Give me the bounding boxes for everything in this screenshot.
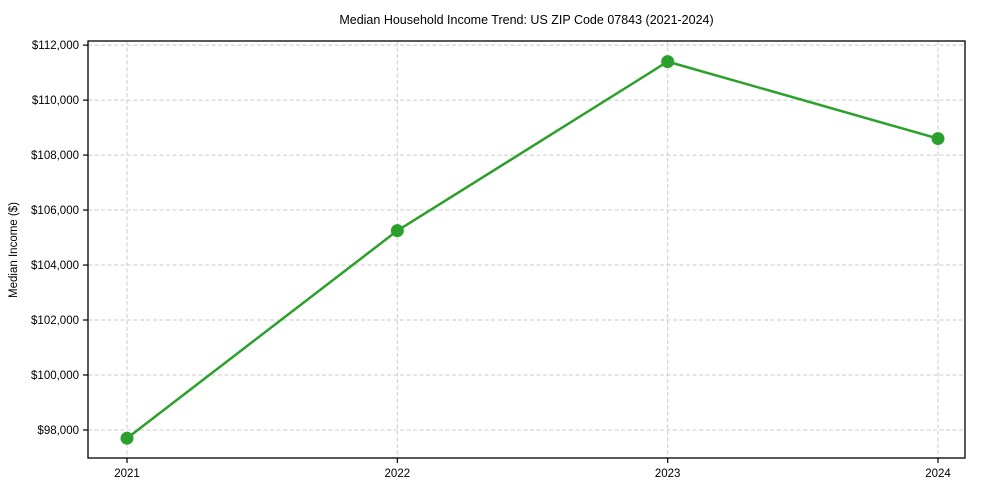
data-point-marker	[931, 132, 945, 146]
y-tick-label: $102,000	[31, 315, 79, 327]
y-tick-label: $112,000	[32, 40, 79, 52]
y-tick-label: $110,000	[32, 95, 79, 107]
x-tick-label: 2023	[655, 468, 681, 480]
data-point-marker	[120, 431, 134, 445]
y-tick-label: $100,000	[31, 370, 79, 382]
data-point-marker	[661, 55, 675, 69]
x-tick-label: 2024	[925, 468, 951, 480]
data-point-marker	[390, 224, 404, 238]
x-tick-label: 2022	[385, 468, 411, 480]
axis-frame	[87, 40, 966, 459]
trend-line	[125, 60, 940, 440]
y-tick-label: $106,000	[31, 205, 79, 217]
chart-title: Median Household Income Trend: US ZIP Co…	[339, 13, 714, 27]
y-tick-label: $108,000	[31, 150, 79, 162]
y-tick-label: $98,000	[37, 425, 79, 437]
x-tick-label: 2021	[114, 468, 140, 480]
y-tick-label: $104,000	[31, 260, 79, 272]
